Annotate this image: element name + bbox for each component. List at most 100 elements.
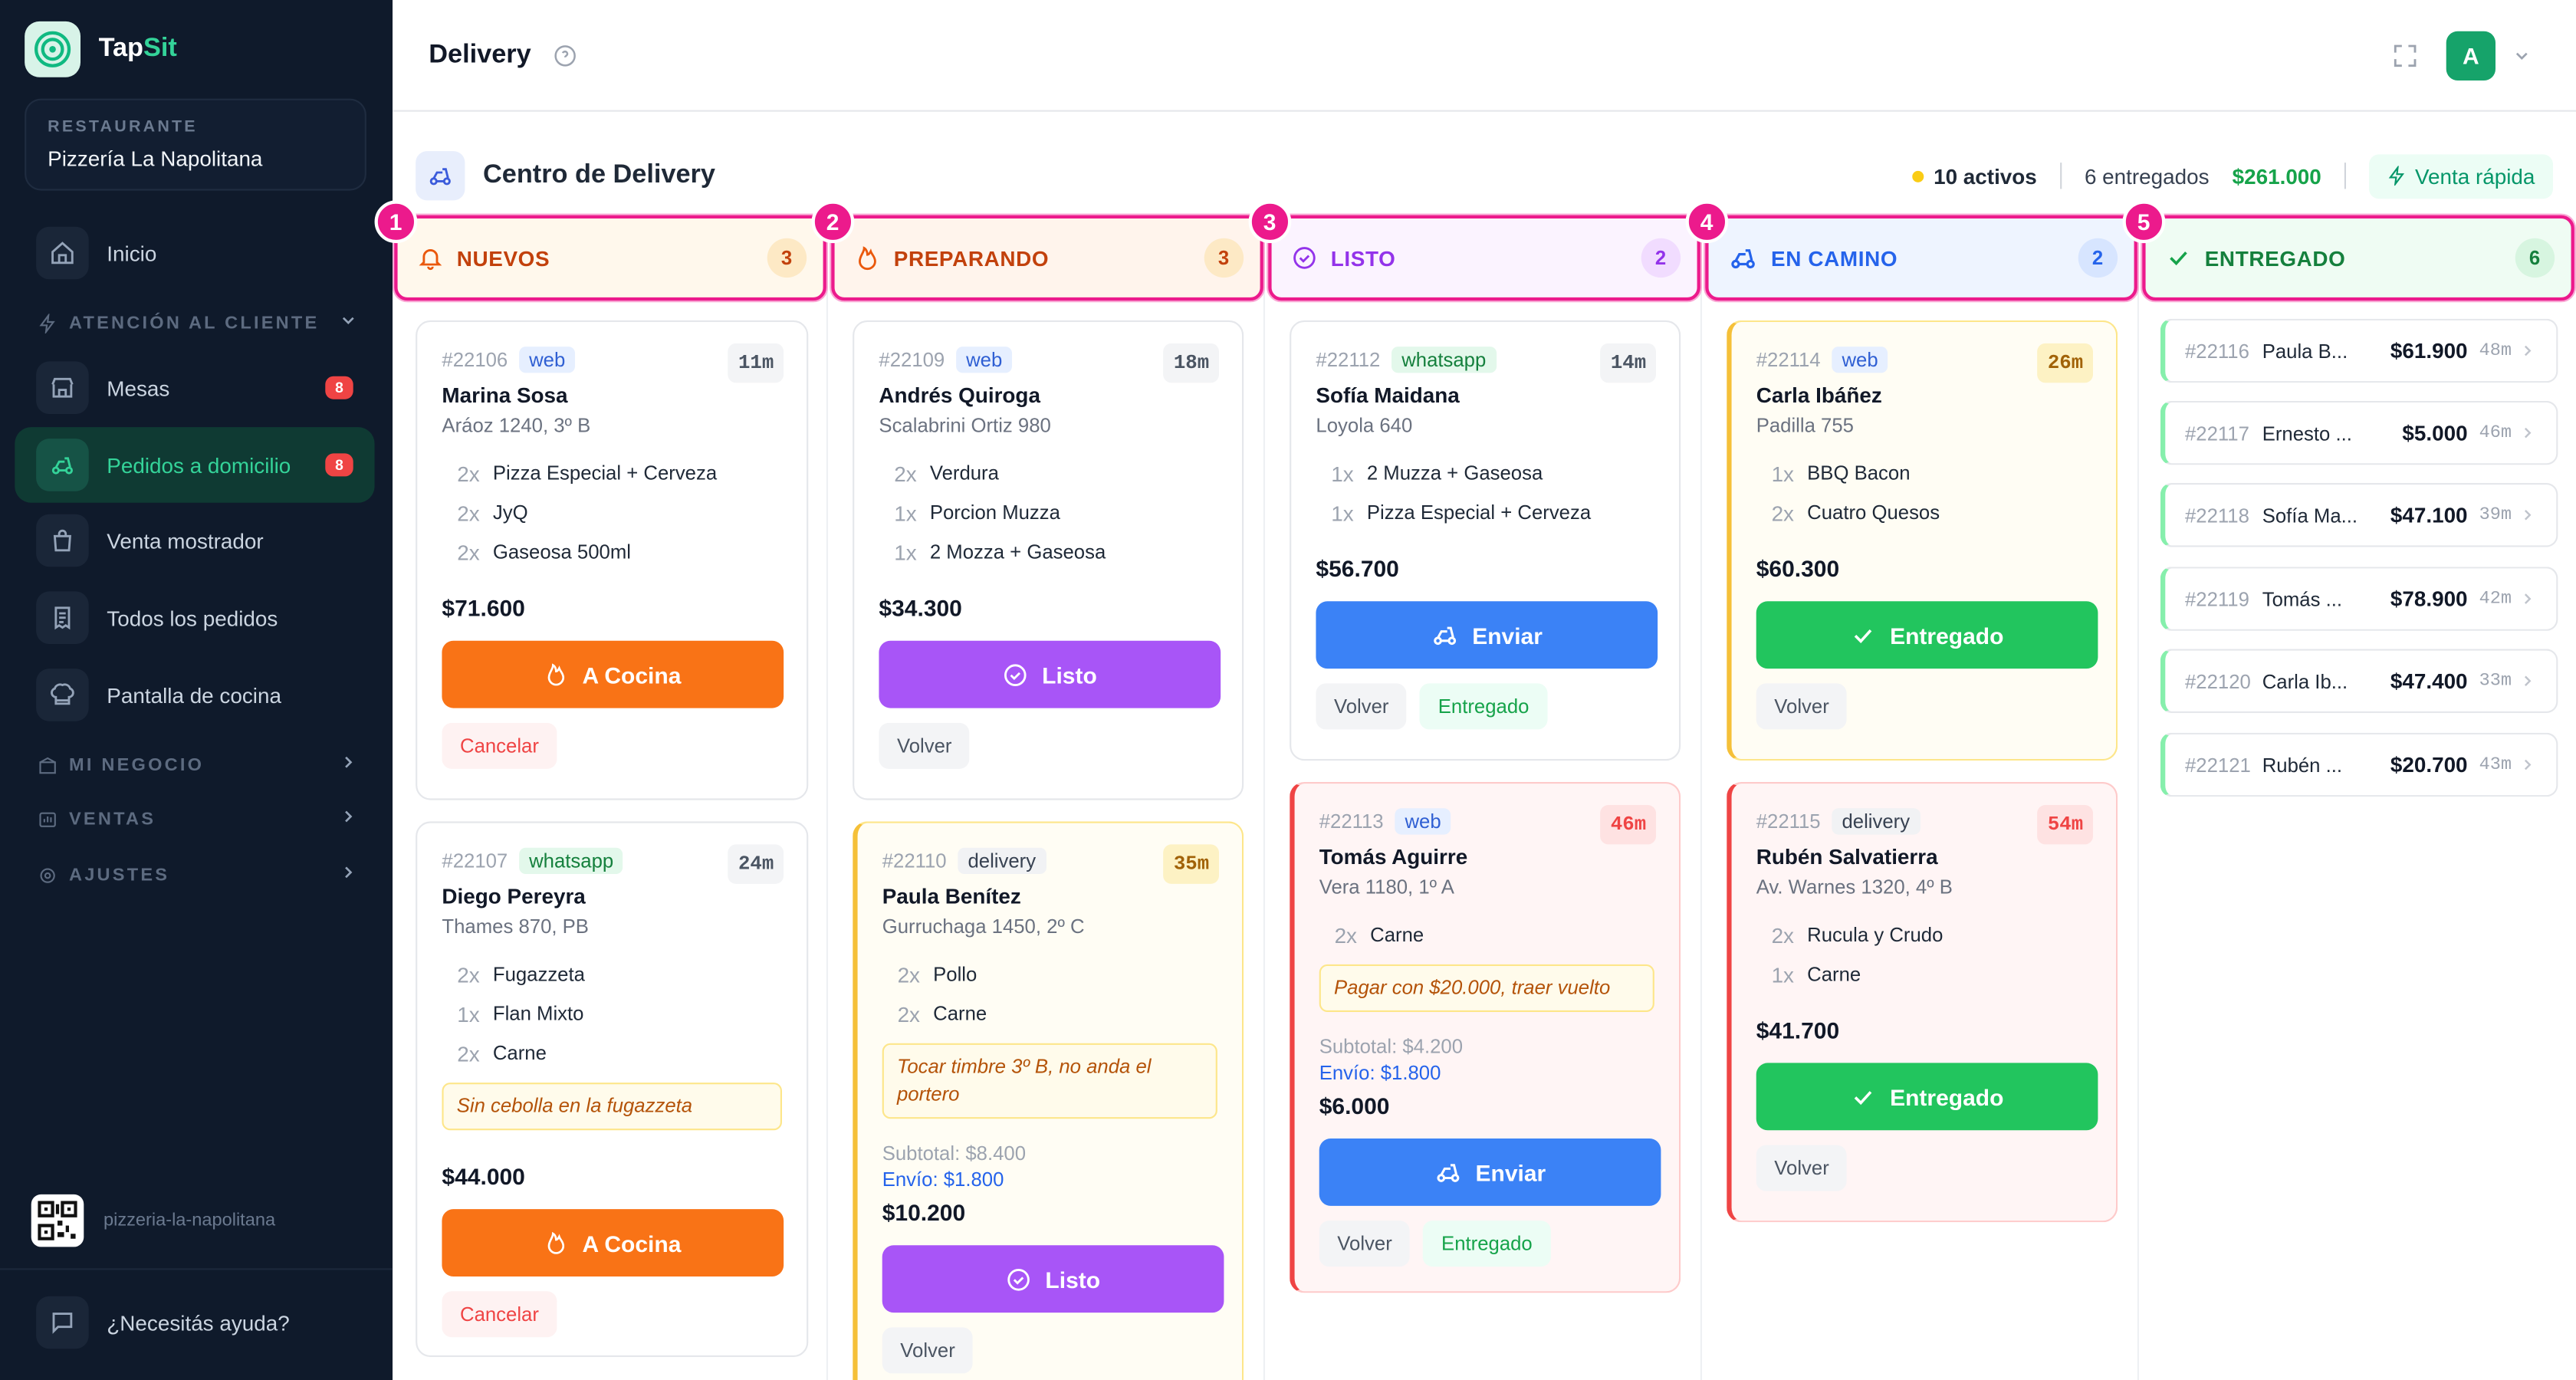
back-button[interactable]: Volver [1756, 683, 1848, 730]
list-item[interactable]: #22118 Sofía Ma... $47.100 39m [2160, 483, 2558, 547]
order-id: #22112 [1316, 348, 1381, 372]
list-item[interactable]: #22116 Paula B... $61.900 48m [2160, 318, 2558, 383]
delivered-button[interactable]: Entregado [1420, 683, 1548, 730]
list-item: 1x Porcion Muzza [894, 500, 1060, 525]
section-mi-negocio[interactable]: MI NEGOCIO [38, 752, 358, 777]
flame-icon [548, 663, 565, 686]
order-note: Pagar con $20.000, traer vuelto [1319, 964, 1654, 1012]
chevron-right-icon [2518, 342, 2537, 360]
delivered-count: 6 entregados [2084, 163, 2210, 189]
back-button[interactable]: Volver [1319, 1221, 1411, 1267]
list-item[interactable]: #22121 Rubén ... $20.700 43m [2160, 732, 2558, 797]
column-header-nuevos: 1 NUEVOS 3 [374, 200, 826, 301]
order-card[interactable]: #22115 delivery 54m Rubén Salvatierra Av.… [1727, 781, 2118, 1223]
order-items: 2x Fugazzeta 1x Flan Mixto 2x Carne [442, 955, 782, 1073]
chevron-right-icon [338, 863, 358, 887]
order-card[interactable]: #22113 web 46m Tomás Aguirre Vera 1180, 1… [1290, 781, 1681, 1293]
customer-address: Thames 870, PB [442, 915, 589, 938]
elapsed-timer: 14m [1600, 343, 1656, 383]
elapsed-timer: 54m [2037, 805, 2093, 845]
column-count: 2 [1641, 238, 1681, 278]
elapsed-timer: 26m [2037, 343, 2093, 383]
nav-inicio-label: Inicio [107, 240, 157, 266]
customer-name: Tomás Aguirre [1319, 844, 1468, 869]
avatar[interactable]: A [2446, 31, 2496, 81]
qr-link[interactable]: pizzeria-la-napolitana [31, 1194, 275, 1247]
order-card[interactable]: #22114 web 26m Carla Ibáñez Padilla 755 1… [1727, 320, 2118, 761]
scooter-icon [36, 439, 89, 491]
chef-hat-icon [36, 669, 89, 721]
order-card[interactable]: #22110 delivery 35m Paula Benítez Gurruch… [853, 821, 1244, 1380]
order-total: $34.300 [879, 594, 962, 621]
nav-pantalla-cocina[interactable]: Pantalla de cocina [15, 657, 374, 733]
restaurant-label: RESTAURANTE [48, 118, 198, 136]
send-to-kitchen-button[interactable]: A Cocina [442, 1209, 784, 1276]
order-card[interactable]: #22106 web 11m Marina Sosa Aráoz 1240, 3º… [416, 320, 809, 800]
column-header-entregado: 5 ENTREGADO 6 [2122, 200, 2574, 301]
list-item[interactable]: #22120 Carla Ib... $47.400 33m [2160, 649, 2558, 713]
chevron-right-icon [338, 752, 358, 777]
help-circle-icon[interactable] [554, 44, 577, 67]
section-ventas[interactable]: VENTAS [38, 807, 358, 831]
back-button[interactable]: Volver [882, 1327, 974, 1374]
list-item: 2x Carne [897, 1001, 987, 1027]
restaurant-selector[interactable]: RESTAURANTE Pizzería La Napolitana [25, 98, 366, 191]
check-icon [2165, 245, 2191, 271]
column-nuevos: 1 NUEVOS 3 #22106 web 11m Marina Sosa Ará… [374, 200, 828, 1380]
order-card[interactable]: #22109 web 18m Andrés Quiroga Scalabrini … [853, 320, 1244, 800]
back-button[interactable]: Volver [879, 722, 971, 769]
source-chip: web [1395, 808, 1451, 835]
back-button[interactable]: Volver [1756, 1145, 1848, 1191]
send-button[interactable]: Enviar [1319, 1138, 1661, 1206]
main-content: Delivery A Centro de Delivery 10 activos… [374, 0, 2576, 1380]
elapsed-timer: 11m [728, 343, 784, 383]
delivered-button[interactable]: Entregado [1423, 1221, 1551, 1267]
list-item[interactable]: #22119 Tomás ... $78.900 42m [2160, 567, 2558, 631]
delivery-center-header: Centro de Delivery 10 activos 6 entregad… [416, 151, 2553, 201]
receipt-icon [36, 591, 89, 644]
restaurant-name: Pizzería La Napolitana [48, 146, 263, 171]
order-id: #22114 [1756, 348, 1821, 372]
help-label: ¿Necesitás ayuda? [107, 1309, 290, 1336]
column-header-en-camino: 4 EN CAMINO 2 [1685, 200, 2137, 301]
send-to-kitchen-button[interactable]: A Cocina [442, 640, 784, 708]
mark-delivered-button[interactable]: Entregado [1756, 601, 2098, 669]
list-item: 2x Cuatro Quesos [1771, 500, 1940, 525]
column-entregado: 5 ENTREGADO 6 #22116 Paula B... $61.900 48m… [2122, 200, 2576, 1380]
list-item: 1x 2 Muzza + Gaseosa [1331, 461, 1543, 486]
customer-name: Andrés Quiroga [879, 383, 1040, 408]
customer-name: Diego Pereyra [442, 883, 586, 909]
cancel-button[interactable]: Cancelar [442, 1291, 557, 1338]
help-button[interactable]: ¿Necesitás ayuda? [15, 1285, 374, 1361]
order-total: $44.000 [442, 1163, 525, 1190]
order-id: #22107 [442, 849, 508, 872]
chevron-down-icon[interactable] [2512, 46, 2532, 66]
customer-address: Loyola 640 [1316, 414, 1413, 437]
mark-ready-button[interactable]: Listo [879, 640, 1221, 708]
nav-todos-pedidos[interactable]: Todos los pedidos [15, 580, 374, 656]
column-title: EN CAMINO [1771, 245, 1898, 271]
mark-delivered-button[interactable]: Entregado [1756, 1063, 2098, 1131]
list-item[interactable]: #22117 Ernesto ... $5.000 46m [2160, 400, 2558, 465]
section-ajustes[interactable]: AJUSTES [38, 863, 358, 887]
nav-inicio[interactable]: Inicio [15, 215, 374, 291]
fullscreen-icon[interactable] [2392, 43, 2418, 69]
brand[interactable]: TapSit [25, 21, 177, 77]
cancel-button[interactable]: Cancelar [442, 722, 557, 769]
section-ventas-label: VENTAS [69, 809, 156, 830]
source-chip: whatsapp [1392, 347, 1497, 373]
step-badge: 1 [374, 200, 418, 244]
source-chip: whatsapp [519, 847, 624, 874]
send-button[interactable]: Enviar [1316, 601, 1658, 669]
back-button[interactable]: Volver [1316, 683, 1408, 730]
nav-venta-mostrador[interactable]: Venta mostrador [15, 503, 374, 579]
list-item: 2x Pizza Especial + Cerveza [457, 461, 718, 486]
nav-pedidos-domicilio[interactable]: Pedidos a domicilio 8 [15, 427, 375, 503]
section-atencion[interactable]: ATENCIÓN AL CLIENTE [38, 310, 358, 335]
order-card[interactable]: #22107 whatsapp 24m Diego Pereyra Thames … [416, 821, 809, 1357]
mark-ready-button[interactable]: Listo [882, 1245, 1224, 1313]
quick-sale-button[interactable]: Venta rápida [2368, 153, 2553, 199]
order-items: 2x Pizza Especial + Cerveza 2x JyQ 2x Gaseo… [442, 453, 782, 571]
nav-mesas[interactable]: Mesas 8 [15, 350, 374, 426]
order-card[interactable]: #22112 whatsapp 14m Sofía Maidana Loyola … [1290, 320, 1681, 761]
